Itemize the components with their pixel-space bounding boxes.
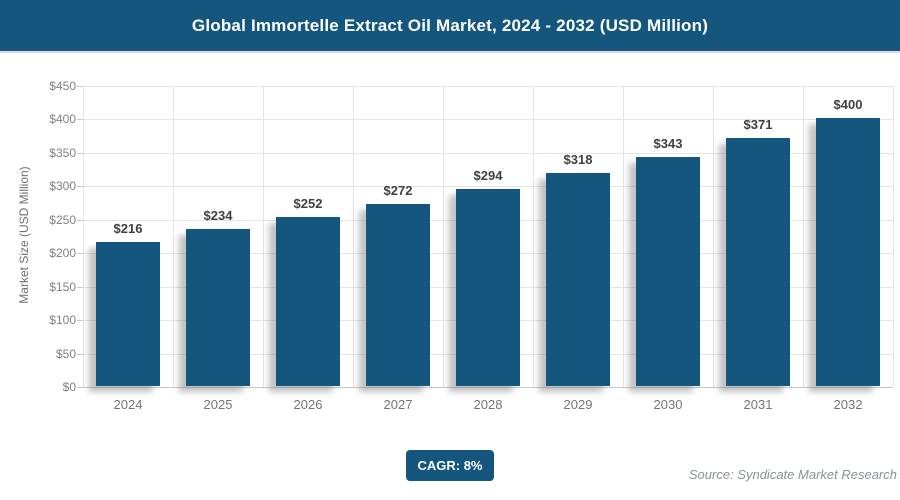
y-tick-mark [77, 354, 83, 355]
y-tick-mark [77, 119, 83, 120]
title-bar: Global Immortelle Extract Oil Market, 20… [0, 0, 900, 53]
y-tick-label: $400 [49, 112, 76, 126]
v-gridline [803, 86, 804, 387]
bar-value-label: $318 [563, 152, 593, 167]
y-tick-mark [77, 320, 83, 321]
v-gridline [353, 86, 354, 387]
bar-value-label: $343 [653, 136, 683, 151]
x-tick-label: 2030 [653, 397, 683, 412]
x-tick-label: 2027 [383, 397, 413, 412]
y-tick-mark [77, 186, 83, 187]
h-gridline [83, 119, 893, 120]
y-tick-label: $450 [49, 79, 76, 93]
bar [726, 138, 790, 386]
x-tick-label: 2025 [203, 397, 233, 412]
source-note: Source: Syndicate Market Research [688, 467, 897, 482]
bar-value-label: $216 [113, 221, 143, 236]
v-gridline [173, 86, 174, 387]
v-gridline [83, 86, 84, 387]
y-tick-mark [77, 387, 83, 388]
bar-value-label: $371 [743, 117, 773, 132]
y-tick-label: $300 [49, 179, 76, 193]
bar [546, 173, 610, 386]
y-tick-mark [77, 287, 83, 288]
v-gridline [623, 86, 624, 387]
y-tick-label: $350 [49, 146, 76, 160]
bar-value-label: $234 [203, 208, 233, 223]
y-tick-label: $200 [49, 246, 76, 260]
y-tick-label: $250 [49, 213, 76, 227]
bar [276, 217, 340, 386]
plot-area: $216 $234 $252 $272 $294 $318 $343 $371 $400 [83, 86, 894, 387]
bar [456, 189, 520, 386]
v-gridline [533, 86, 534, 387]
y-tick-label: $150 [49, 280, 76, 294]
bar [366, 204, 430, 386]
x-tick-label: 2028 [473, 397, 503, 412]
h-gridline [83, 153, 893, 154]
page-title: Global Immortelle Extract Oil Market, 20… [191, 15, 709, 35]
bar [96, 242, 160, 386]
bar-value-label: $400 [833, 97, 863, 112]
v-gridline [713, 86, 714, 387]
x-tick-label: 2026 [293, 397, 323, 412]
bar-value-label: $252 [293, 196, 323, 211]
x-tick-label: 2024 [113, 397, 143, 412]
bar-value-label: $294 [473, 168, 503, 183]
y-tick-mark [77, 220, 83, 221]
x-axis-line [77, 387, 893, 388]
y-tick-mark [77, 253, 83, 254]
v-gridline [263, 86, 264, 387]
bar [816, 118, 880, 386]
h-gridline [83, 186, 893, 187]
v-gridline [443, 86, 444, 387]
h-gridline [83, 86, 893, 87]
bar-value-label: $272 [383, 183, 413, 198]
v-gridline [893, 86, 894, 387]
x-tick-label: 2031 [743, 397, 773, 412]
y-tick-mark [77, 86, 83, 87]
x-tick-label: 2032 [833, 397, 863, 412]
bar [636, 157, 700, 386]
y-tick-label: $0 [62, 380, 76, 394]
y-tick-label: $100 [49, 313, 76, 327]
y-tick-label: $50 [55, 347, 76, 361]
cagr-badge: CAGR: 8% [406, 450, 494, 481]
y-tick-mark [77, 153, 83, 154]
bar [186, 229, 250, 386]
x-tick-label: 2029 [563, 397, 593, 412]
